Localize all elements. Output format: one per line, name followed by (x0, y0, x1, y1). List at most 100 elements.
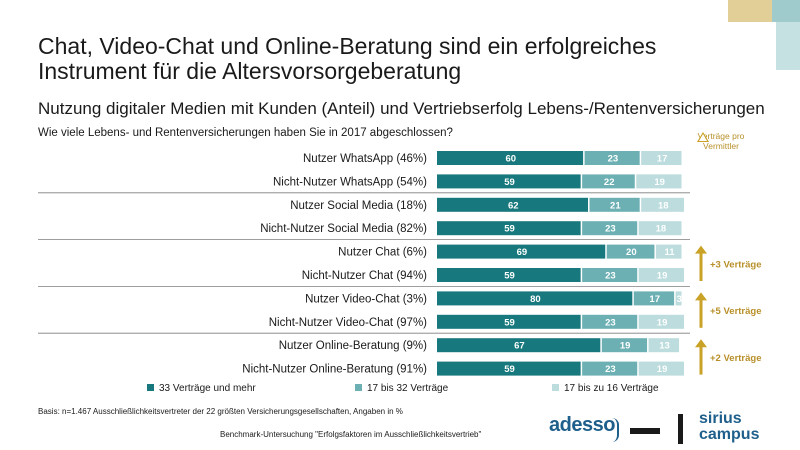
legend-item-3: 17 bis zu 16 Verträge (552, 383, 659, 394)
corner-accent-tan (728, 0, 772, 22)
category-label: Nicht-Nutzer Online-Beratung (91%) (242, 364, 427, 376)
adesso-logo-mark (612, 418, 619, 442)
bar-segment-3 (648, 338, 680, 353)
triangle-icon (697, 132, 709, 142)
data-label: 23 (605, 224, 616, 235)
logo-separator-dash (630, 428, 660, 434)
legend-label-1: 33 Verträge und mehr (159, 383, 256, 394)
data-label: 60 (506, 154, 517, 165)
bar-segment-2 (582, 361, 638, 376)
data-label: 69 (517, 247, 528, 258)
bar-segment-1 (437, 291, 633, 306)
data-label: 18 (658, 200, 669, 211)
bar-segment-2 (633, 291, 675, 306)
data-label: 23 (608, 154, 619, 165)
basis-footnote: Basis: n=1.467 Ausschließlichkeitsvertre… (38, 407, 403, 416)
data-label: 3 (677, 294, 682, 305)
bar-segment-1 (437, 338, 601, 353)
data-label: 23 (605, 271, 616, 282)
data-label: 59 (504, 271, 515, 282)
data-label: 11 (664, 247, 675, 258)
bar-segment-2 (582, 314, 638, 329)
bar-segment-1 (437, 361, 581, 376)
bar-segment-3 (641, 197, 684, 212)
group-annotation: +3 Verträge (710, 259, 762, 270)
category-label: Nicht-Nutzer Chat (94%) (302, 270, 427, 282)
data-label: 62 (508, 200, 519, 211)
bar-segment-3 (636, 174, 682, 189)
data-label: 19 (620, 341, 631, 352)
adesso-logo: adesso (549, 414, 615, 436)
data-label: 13 (659, 341, 670, 352)
bar-segment-3 (638, 314, 684, 329)
data-label: 59 (504, 177, 515, 188)
arrow-up-icon (695, 245, 707, 254)
bar-segment-1 (437, 197, 589, 212)
corner-accent-teal (772, 0, 800, 22)
data-label: 59 (504, 224, 515, 235)
category-label: Nicht-Nutzer Video-Chat (97%) (269, 317, 427, 329)
sirius-logo-line1: sirius (699, 410, 742, 427)
chart-subtitle: Nutzung digitaler Medien mit Kunden (Ant… (38, 99, 765, 118)
data-label: 22 (604, 177, 615, 188)
arrow-shaft-4 (699, 346, 703, 375)
arrow-up-icon (695, 339, 707, 348)
bar-segment-2 (589, 197, 640, 212)
bar-segment-3 (655, 244, 682, 259)
category-label: Nicht-Nutzer Social Media (82%) (260, 223, 427, 235)
arrow-up-icon (695, 292, 707, 301)
legend-swatch-3 (552, 384, 559, 391)
category-label: Nutzer Social Media (18%) (290, 200, 427, 212)
data-label: 20 (626, 247, 637, 258)
data-label: 19 (657, 364, 668, 375)
data-label: 17 (657, 154, 668, 165)
bar-segment-3 (638, 361, 684, 376)
bar-segment-1 (437, 244, 606, 259)
bar-segment-3 (641, 151, 682, 165)
legend-item-2: 17 bis 32 Verträge (355, 383, 448, 394)
benchmark-footnote: Benchmark-Untersuchung "Erfolgsfaktoren … (220, 430, 482, 439)
sirius-logo-line2: campus (699, 426, 760, 443)
bar-segment-2 (582, 221, 638, 236)
data-label: 23 (605, 317, 616, 328)
data-label: 21 (610, 200, 621, 211)
data-label: 59 (504, 317, 515, 328)
corner-accent-light-teal (776, 22, 800, 70)
bar-segment-2 (606, 244, 655, 259)
sirius-campus-logo: sirius campus (699, 411, 759, 443)
data-label: 19 (654, 177, 665, 188)
data-label: 23 (605, 364, 616, 375)
data-label: 80 (530, 294, 541, 305)
bar-segment-1 (437, 314, 581, 329)
legend-swatch-2 (355, 384, 362, 391)
category-label: Nutzer Online-Beratung (9%) (279, 340, 427, 352)
bar-segment-3 (638, 221, 682, 236)
bar-segment-2 (582, 268, 638, 282)
bar-segment-2 (582, 174, 635, 189)
legend-item-1: 33 Verträge und mehr (147, 383, 256, 394)
group-annotation: +5 Verträge (710, 306, 762, 317)
legend-label-3: 17 bis zu 16 Verträge (564, 383, 659, 394)
category-label: Nutzer Chat (6%) (338, 247, 427, 259)
bar-segment-1 (437, 268, 581, 282)
bar-segment-2 (601, 338, 648, 353)
bar-segment-1 (437, 221, 581, 236)
arrow-shaft-2 (699, 252, 703, 281)
bar-segment-1 (437, 151, 584, 165)
bar-segment-3 (675, 291, 682, 306)
bar-segment-1 (437, 174, 581, 189)
data-label: 17 (649, 294, 660, 305)
arrow-shaft-3 (699, 299, 703, 328)
logo-separator-bar (678, 414, 683, 444)
annotation-header-label: Verträge pro Vermittler (697, 131, 745, 151)
annotation-header: Verträge pro Vermittler (690, 130, 752, 151)
data-label: 19 (657, 271, 668, 282)
bar-segment-3 (638, 268, 684, 282)
group-annotation: +2 Verträge (710, 353, 762, 364)
data-label: 67 (514, 341, 525, 352)
category-label: Nutzer Video-Chat (3%) (305, 293, 427, 305)
data-label: 19 (657, 317, 668, 328)
legend-label-2: 17 bis 32 Verträge (367, 383, 449, 394)
category-label: Nicht-Nutzer WhatsApp (54%) (273, 176, 427, 188)
